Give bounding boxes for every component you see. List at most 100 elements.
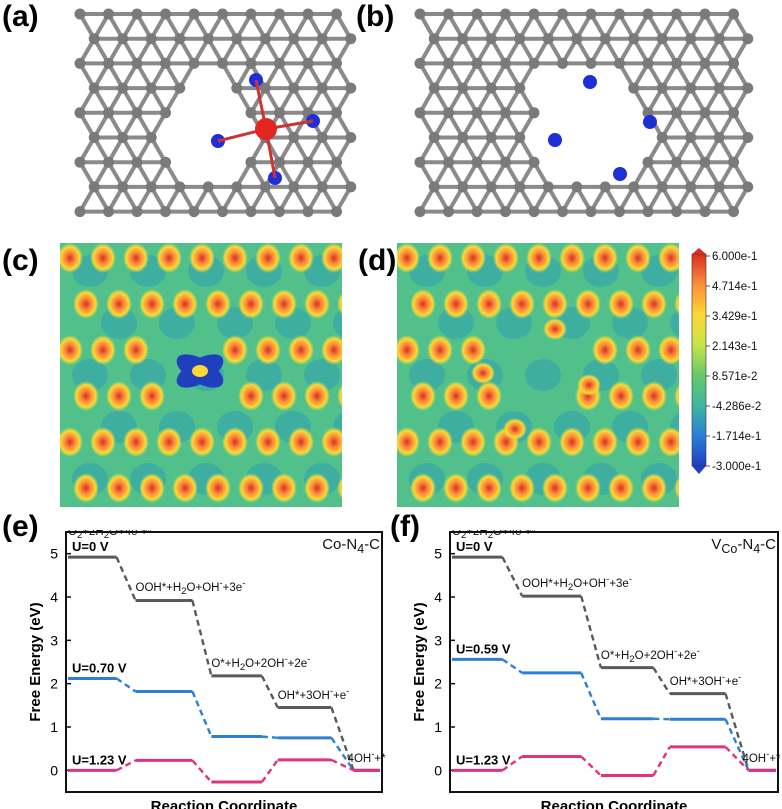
- nitrogen-atom: [548, 133, 562, 147]
- carbon-atom: [288, 181, 300, 193]
- charge-hotspot: [123, 335, 149, 365]
- transition-line: [724, 746, 750, 772]
- charge-hotspot: [139, 381, 165, 411]
- charge-hotspot: [205, 289, 231, 319]
- charge-hotspot: [205, 473, 231, 503]
- carbon-atom: [614, 57, 625, 69]
- charge-hotspot: [288, 335, 314, 365]
- charge-hotspot: [608, 381, 634, 411]
- carbon-atom: [514, 181, 526, 193]
- charge-hotspot: [476, 289, 502, 319]
- carbon-atom: [88, 82, 100, 94]
- carbon-atom: [443, 206, 454, 218]
- free-energy-chart-f: 0 1 2 3 4 5 Free Energy (eV) Reaction Coordinat…: [414, 530, 781, 809]
- carbon-atom: [614, 8, 625, 20]
- charge-hotspot: [542, 289, 568, 319]
- carbon-atom: [117, 82, 129, 94]
- y-tick-label: 3: [434, 632, 442, 648]
- carbon-atom: [685, 33, 697, 45]
- charge-hotspot: [106, 289, 132, 319]
- carbon-atom: [571, 181, 583, 193]
- carbon-atom: [685, 82, 697, 94]
- carbon-atom: [103, 206, 114, 218]
- series-label: U=1.23 V: [456, 752, 511, 767]
- charge-hotspot: [658, 335, 679, 365]
- carbon-atom: [514, 33, 526, 45]
- carbon-atom: [742, 132, 754, 143]
- charge-hotspot: [255, 243, 281, 273]
- carbon-atom: [88, 33, 100, 45]
- carbon-atom: [656, 181, 668, 193]
- carbon-atom: [457, 82, 469, 94]
- carbon-atom: [131, 206, 143, 218]
- colorbar-tick-label: 3.429e-1: [712, 311, 757, 323]
- carbon-atom: [302, 156, 314, 168]
- charge-hotspot: [139, 473, 165, 503]
- transition-line: [580, 595, 603, 668]
- carbon-atom: [742, 181, 754, 193]
- carbon-atom: [88, 132, 100, 143]
- charge-hotspot: [90, 335, 116, 365]
- carbon-atom: [443, 8, 454, 20]
- colorbar-tick-label: -3.000e-1: [712, 461, 761, 473]
- carbon-atom: [528, 8, 540, 20]
- carbon-atom: [117, 33, 129, 45]
- carbon-atom: [259, 33, 271, 45]
- carbon-atom: [728, 156, 739, 168]
- charge-hotspot: [476, 473, 502, 503]
- carbon-atom: [288, 82, 300, 94]
- charge-hotspot: [321, 243, 342, 273]
- carbon-atom: [557, 57, 568, 69]
- transition-line: [191, 759, 213, 783]
- charge-hotspot: [443, 473, 469, 503]
- carbon-atom: [528, 107, 540, 119]
- carbon-atom: [485, 132, 497, 143]
- carbon-atom: [231, 82, 243, 94]
- carbon-atom: [742, 33, 754, 45]
- charge-hotspot: [106, 473, 132, 503]
- carbon-atom: [628, 82, 640, 94]
- carbon-atom: [188, 206, 200, 218]
- carbon-atom: [316, 33, 328, 45]
- carbon-atom: [188, 57, 200, 69]
- cobalt-center: [192, 365, 208, 377]
- carbon-atom: [728, 57, 739, 69]
- carbon-atom: [713, 181, 725, 193]
- charge-hotspot: [592, 427, 618, 457]
- nitrogen-atom: [613, 167, 627, 181]
- transition-line: [261, 735, 278, 740]
- carbon-atom: [671, 107, 682, 119]
- carbon-atom: [414, 8, 426, 20]
- carbon-atom: [103, 156, 114, 168]
- charge-hotspot: [60, 427, 83, 457]
- charge-hotspot: [60, 335, 83, 365]
- transition-line: [652, 666, 671, 695]
- step-label: 4OH-+*: [742, 749, 780, 765]
- nitrogen-atom: [583, 75, 597, 89]
- charge-hotspot: [674, 384, 679, 408]
- charge-hotspot: [222, 243, 248, 273]
- charge-hotspot: [271, 381, 297, 411]
- transition-line: [191, 691, 213, 737]
- transition-line: [652, 746, 671, 777]
- charge-hotspot: [410, 381, 436, 411]
- carbon-atom: [528, 206, 540, 218]
- colorbar-tick-label: 4.714e-1: [712, 281, 757, 293]
- carbon-atom: [457, 33, 469, 45]
- step-label: O*+H2O+2OH-+2e-: [601, 646, 700, 663]
- structure-vco-n4-c: [414, 8, 754, 218]
- carbon-atom: [316, 132, 328, 143]
- carbon-atom: [231, 181, 243, 193]
- panel-label-f: (f): [390, 510, 420, 543]
- carbon-atom: [471, 206, 483, 218]
- carbon-atom: [316, 82, 328, 94]
- carbon-atom: [443, 107, 454, 119]
- carbon-atom: [74, 107, 86, 119]
- charge-hotspot: [625, 243, 651, 273]
- carbon-atom: [671, 206, 682, 218]
- carbon-atom: [117, 181, 129, 193]
- series-2: [452, 745, 776, 778]
- charge-hotspot: [410, 473, 436, 503]
- carbon-atom: [528, 57, 540, 69]
- charge-hotspot: [658, 243, 679, 273]
